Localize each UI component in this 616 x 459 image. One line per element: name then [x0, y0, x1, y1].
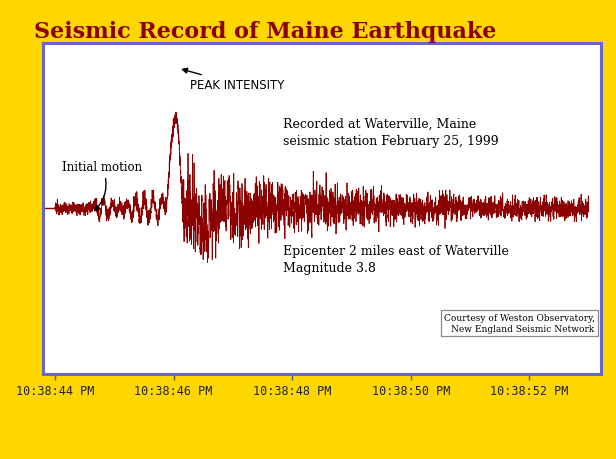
Text: Seismic Record of Maine Earthquake: Seismic Record of Maine Earthquake — [34, 21, 496, 43]
Text: Recorded at Waterville, Maine
seismic station February 25, 1999: Recorded at Waterville, Maine seismic st… — [283, 118, 499, 147]
Text: Courtesy of Weston Observatory,
New England Seismic Network: Courtesy of Weston Observatory, New Engl… — [444, 313, 594, 333]
Text: PEAK INTENSITY: PEAK INTENSITY — [182, 69, 284, 92]
Text: Epicenter 2 miles east of Waterville
Magnitude 3.8: Epicenter 2 miles east of Waterville Mag… — [283, 245, 509, 274]
Text: Initial motion: Initial motion — [62, 161, 142, 211]
